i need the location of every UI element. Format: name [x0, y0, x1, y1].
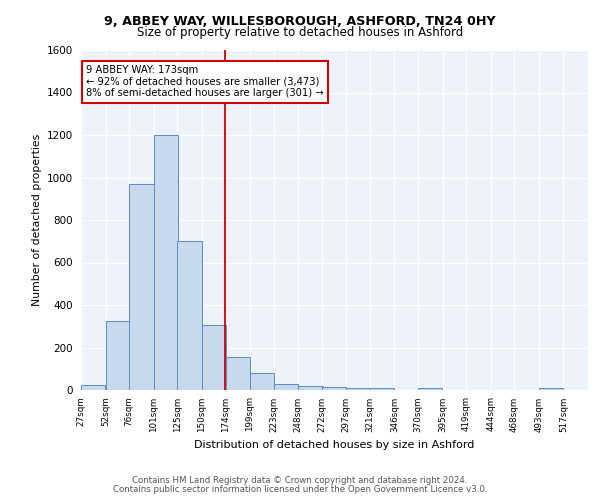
Bar [154, 135, 178, 390]
Bar [129, 184, 154, 390]
Text: Size of property relative to detached houses in Ashford: Size of property relative to detached ho… [137, 26, 463, 39]
Bar [250, 373, 274, 390]
Text: 9, ABBEY WAY, WILLESBOROUGH, ASHFORD, TN24 0HY: 9, ABBEY WAY, WILLESBOROUGH, ASHFORD, TN… [104, 15, 496, 28]
Bar [81, 384, 106, 390]
Text: 9 ABBEY WAY: 173sqm
← 92% of detached houses are smaller (3,473)
8% of semi-deta: 9 ABBEY WAY: 173sqm ← 92% of detached ho… [86, 66, 323, 98]
Bar [322, 387, 346, 390]
Bar [346, 388, 371, 390]
Bar [274, 384, 298, 390]
Y-axis label: Number of detached properties: Number of detached properties [32, 134, 41, 306]
X-axis label: Distribution of detached houses by size in Ashford: Distribution of detached houses by size … [194, 440, 475, 450]
Text: Contains public sector information licensed under the Open Government Licence v3: Contains public sector information licen… [113, 485, 487, 494]
Bar [226, 357, 250, 390]
Bar [178, 242, 202, 390]
Bar [202, 325, 226, 390]
Bar [418, 388, 442, 390]
Bar [298, 386, 323, 390]
Bar [106, 321, 130, 390]
Text: Contains HM Land Registry data © Crown copyright and database right 2024.: Contains HM Land Registry data © Crown c… [132, 476, 468, 485]
Bar [370, 388, 394, 390]
Bar [539, 388, 563, 390]
